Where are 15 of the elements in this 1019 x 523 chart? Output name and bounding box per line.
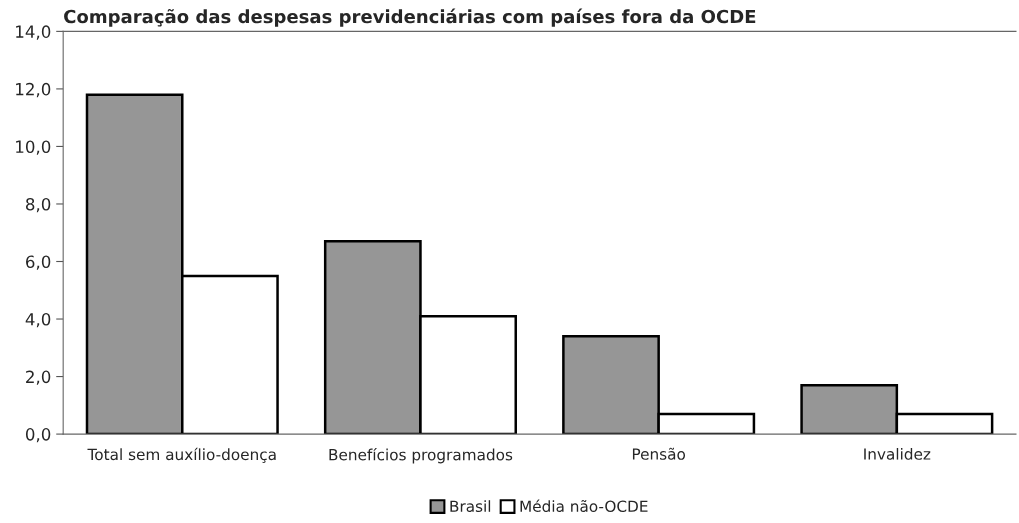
y-tick-label: 6,0 (26, 255, 51, 270)
x-tick-label: Invalidez (864, 447, 931, 460)
y-tick-label: 14,0 (16, 25, 51, 40)
y-tick-label: 0,0 (25, 428, 51, 443)
legend-label: Brasil (450, 500, 491, 513)
y-tick-label: 10,0 (16, 140, 51, 155)
x-tick-label: Total sem auxílio-doença (87, 447, 276, 463)
y-tick-label: 2,0 (26, 370, 51, 385)
x-tick-label: Pensão (632, 447, 686, 460)
y-tick-label: 12,0 (16, 82, 51, 98)
y-tick-label: 4,0 (25, 312, 51, 328)
chart-title: Comparação das despesas previdenciárias com países fora da OCDE (64, 8, 756, 27)
y-tick-label: 8,0 (26, 197, 51, 213)
legend-label: Média não-OCDE (520, 499, 648, 513)
x-tick-label: Benefícios programados (329, 447, 513, 464)
